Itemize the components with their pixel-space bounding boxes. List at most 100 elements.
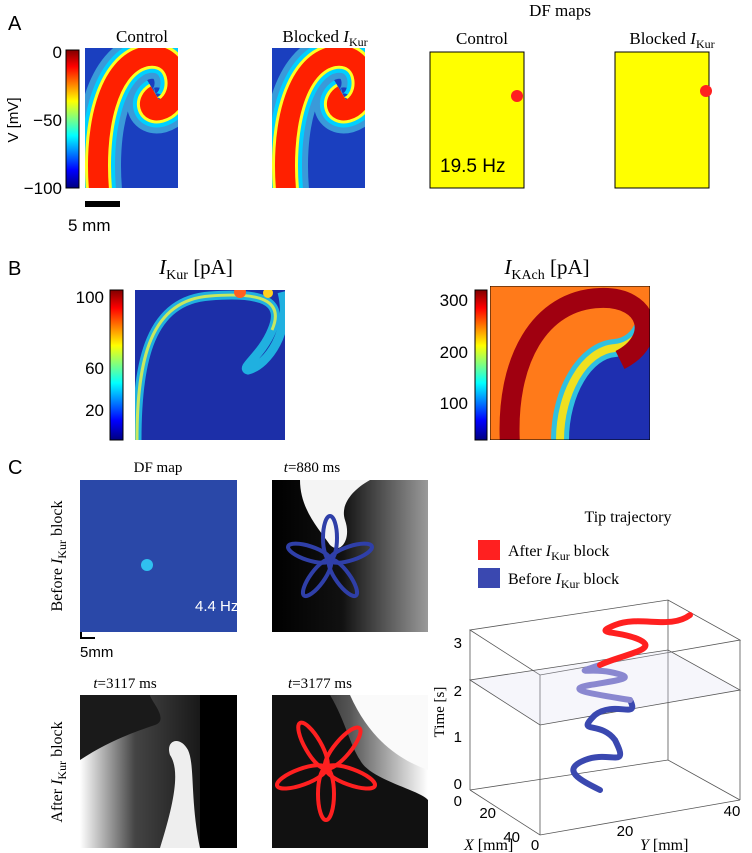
df-dot [700,85,712,97]
trajectory [570,612,693,793]
text-part: t [284,460,289,476]
colorbar-tick: 200 [440,343,468,362]
text-part: Kur [55,761,69,780]
shape [300,480,370,549]
df-dot [511,90,523,102]
shape [200,695,237,848]
axis-tick: 0 [454,793,462,810]
text-part: I [158,255,167,279]
df-map [80,480,237,632]
shape [272,695,428,848]
shape [80,695,161,760]
phase-map [80,695,237,848]
shape [499,288,650,440]
trajectory-title: Tip trajectory [585,509,672,526]
axis-tick: 20 [617,823,634,840]
text-part: Kur [349,35,368,49]
text-part: Kur [551,549,570,563]
text-part: Kur [561,577,580,591]
current-map [135,290,285,440]
axis-label: Time [s] [432,687,448,738]
shape [469,759,741,836]
df-map [429,51,525,189]
colorbar-tick: 0 [53,43,62,62]
text-part: Blocked [282,27,343,46]
axis-tick: 3 [454,635,462,652]
shape [135,293,277,440]
shape [286,514,374,599]
text-part: [mm] [474,837,514,853]
text-part: =880 ms [288,460,340,476]
text-part: Kur [55,540,69,559]
colorbar [109,289,124,441]
text-part: block [580,571,620,588]
text-part: =3177 ms [292,676,352,692]
map-title: Blocked IKur [629,29,714,51]
colorbar-tick: 100 [76,288,104,307]
text-part: After [49,785,66,823]
df-heading: DF maps [529,1,591,20]
colorbar-tick: −100 [24,179,62,198]
scale-bar-label: 5mm [80,644,113,661]
row-label: Before IKur block [49,500,69,611]
panel-label: A [8,13,22,35]
text-part: I [342,27,350,46]
colorbar-tick: 20 [85,401,104,420]
colorbar-tick: 100 [440,394,468,413]
text-part: After [508,543,546,560]
current-map [490,286,650,440]
df-dot [141,559,153,571]
axis-label: X [mm] [463,837,513,853]
axis-tick: 20 [479,805,496,822]
map-title: IKAch [pA] [503,255,589,283]
text-part: Kur [696,37,715,51]
text-part: Kur [166,268,188,283]
text-part: I [503,255,512,279]
map-title: t=880 ms [284,460,341,476]
legend-entry: Before IKur block [508,571,619,591]
axis-tick: 1 [454,729,462,746]
text-part: [mm] [649,837,689,853]
shape [570,697,636,793]
text-part: t [93,676,98,692]
3d-box [468,599,742,836]
text-part: I [49,779,66,786]
df-map [614,51,710,189]
colorbar [65,49,80,189]
text-part: Before [508,571,556,588]
map-title: DF map [134,460,183,476]
axis-tick: 2 [454,683,462,700]
phase-map [272,695,428,848]
text-part: Y [640,837,651,853]
legend-swatch [478,568,500,588]
text-part: I [555,571,562,588]
df-value: 4.4 Hz [195,598,238,615]
shape [468,649,742,726]
shape [274,763,329,791]
phase-map [272,480,428,632]
voltage-map [85,48,178,188]
shape [234,290,246,298]
text-part: [pA] [545,255,590,279]
text-part: [pA] [188,255,233,279]
panel-label: B [8,258,21,280]
voltage-map [272,48,365,188]
scale-bar-label: 5 mm [68,216,111,235]
shape [469,600,741,835]
scale-bar [85,201,120,207]
row-label: After IKur block [49,721,69,822]
colorbar-tick: −50 [33,111,62,130]
text-part: block [570,543,610,560]
text-part: Blocked [629,29,690,48]
axis-tick: 0 [531,837,539,853]
map-title: Control [116,27,168,46]
scale-bar [80,632,82,639]
colorbar-tick: 60 [85,359,104,378]
map-title: t=3177 ms [288,676,352,692]
text-part: I [689,29,697,48]
axis-label: Y [mm] [640,837,688,853]
shape [274,720,378,822]
shape [576,662,633,703]
text-part: Before [49,564,66,612]
scale-bar [80,637,95,639]
